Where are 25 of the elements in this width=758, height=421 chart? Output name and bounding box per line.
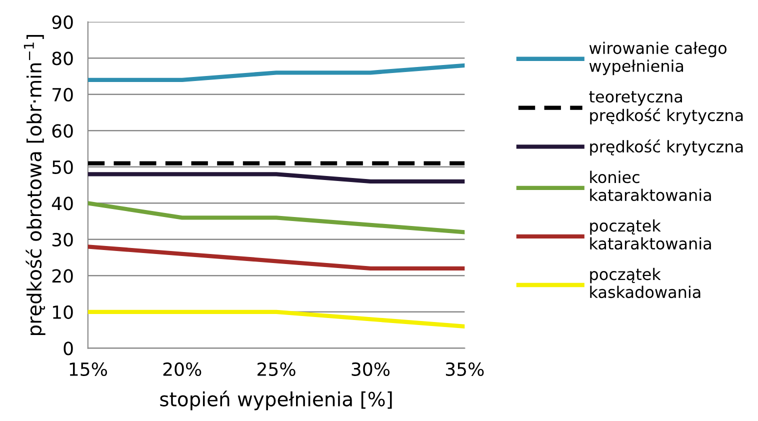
legend-label: wirowanie całego wypełnienia (589, 42, 726, 76)
y-tick-label: 10 (53, 305, 73, 320)
y-tick-label: 90 (52, 15, 73, 30)
legend-label: teoretyczna prędkość krytyczna (589, 91, 743, 124)
y-tick-label: 0 (64, 342, 73, 356)
legend-label: prędkość krytyczna (590, 140, 743, 156)
x-tick-label: 35% (446, 362, 484, 376)
x-tick-label: 15% (70, 362, 107, 376)
y-tick-label: 60 (52, 124, 73, 138)
y-tick-label: 50 (52, 160, 73, 174)
line-series (88, 201, 465, 234)
legend-label: początek kataraktowania (590, 219, 711, 250)
legend-label: początek kaskadowania (590, 268, 700, 298)
y-tick-label: 80 (52, 52, 73, 66)
x-tick-label: 30% (352, 362, 390, 376)
y-tick-label: 40 (52, 196, 73, 210)
x-tick-label: 25% (258, 362, 296, 376)
y-tick-label: 20 (52, 269, 73, 283)
x-axis-title: stopień wypełnienia [%] (160, 390, 392, 410)
x-tick-label: 20% (163, 362, 202, 376)
line-series (88, 244, 465, 270)
legend-label: koniec kataraktowania (590, 170, 711, 202)
y-tick-label: 70 (52, 88, 73, 102)
y-tick-label: 30 (52, 232, 73, 247)
y-axis-title: prędkość obrotowa [obr·min$^{−1}$] (24, 34, 46, 336)
